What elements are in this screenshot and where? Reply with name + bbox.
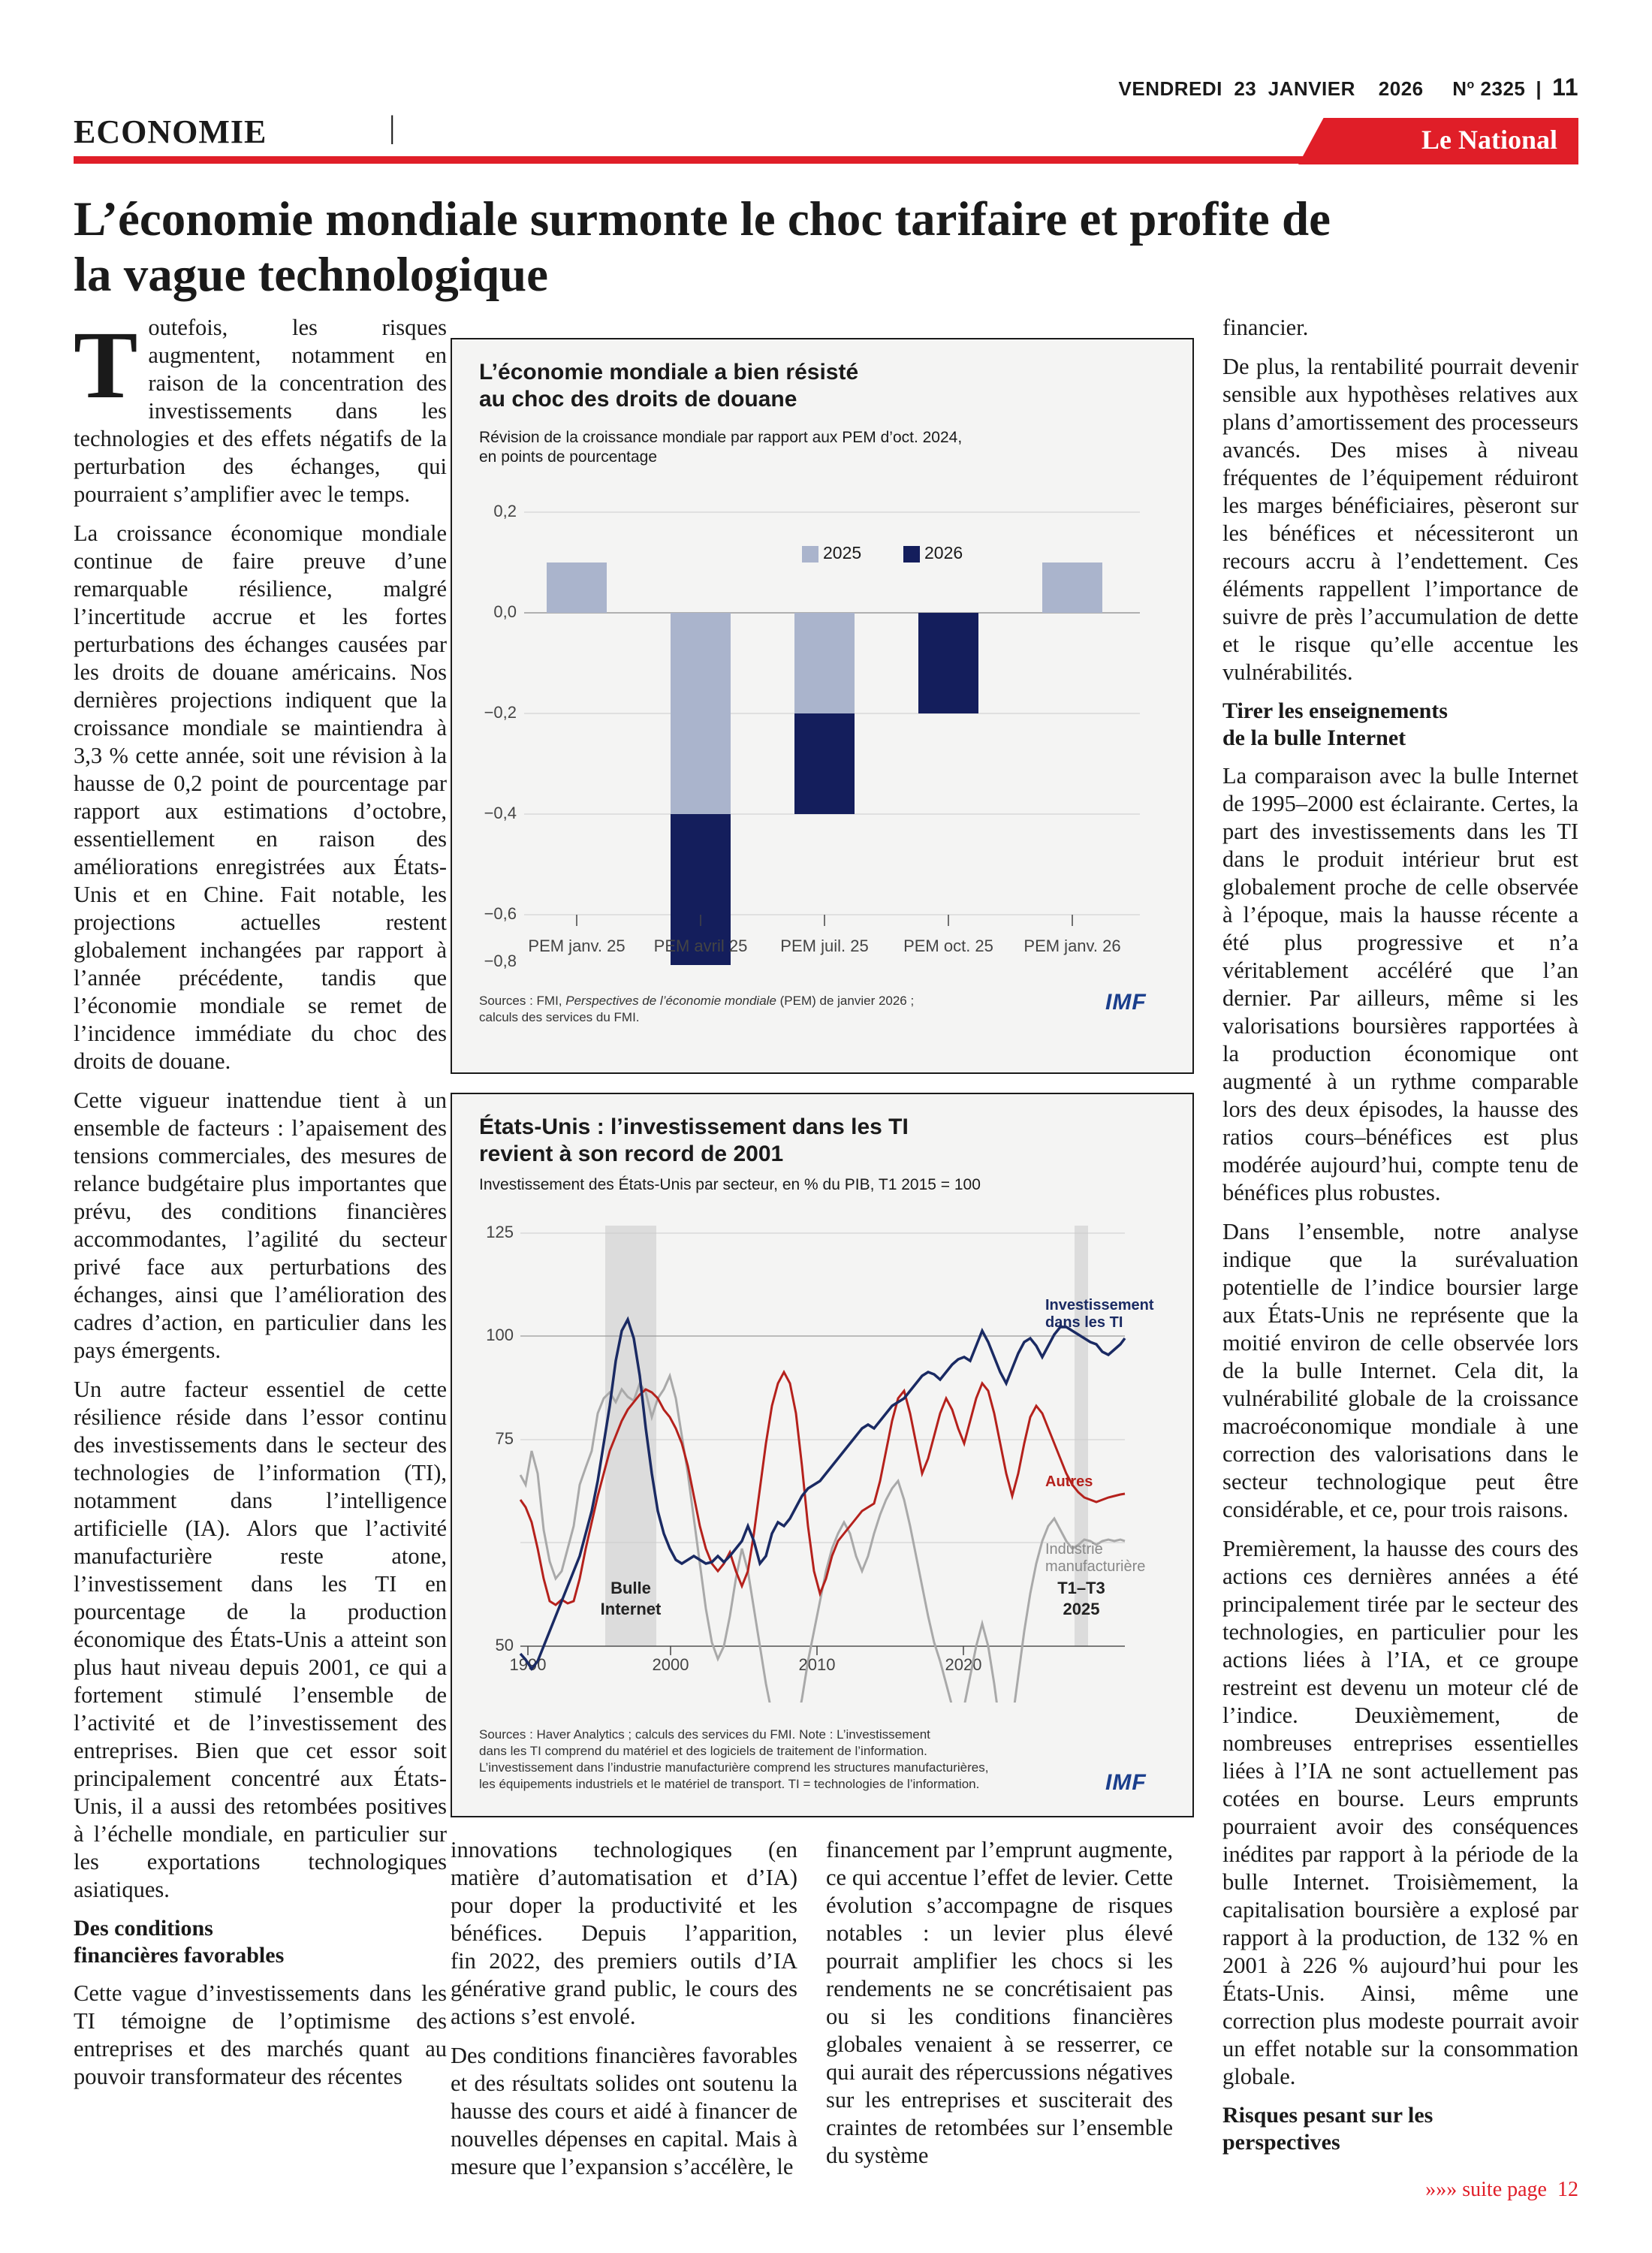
svg-text:PEM juil. 25: PEM juil. 25: [780, 936, 868, 955]
svg-text:−0,4: −0,4: [484, 804, 517, 822]
svg-text:50: 50: [496, 1636, 514, 1654]
svg-text:2010: 2010: [799, 1655, 836, 1674]
svg-text:−0,6: −0,6: [484, 904, 517, 923]
svg-text:100: 100: [486, 1326, 514, 1344]
svg-text:−0,8: −0,8: [484, 952, 517, 970]
svg-text:PEM oct. 25: PEM oct. 25: [903, 936, 993, 955]
svg-text:2000: 2000: [653, 1655, 689, 1674]
svg-text:2026: 2026: [924, 543, 963, 562]
svg-text:125: 125: [486, 1226, 514, 1241]
svg-text:PEM avril 25: PEM avril 25: [654, 936, 748, 955]
svg-text:75: 75: [496, 1429, 514, 1448]
svg-text:PEM janv. 25: PEM janv. 25: [528, 936, 625, 955]
svg-text:−0,2: −0,2: [484, 703, 517, 722]
svg-text:Bulle: Bulle: [610, 1579, 651, 1597]
svg-text:PEM janv. 26: PEM janv. 26: [1023, 936, 1120, 955]
svg-text:2025: 2025: [823, 543, 861, 562]
svg-text:2025: 2025: [1063, 1600, 1100, 1618]
svg-text:0,2: 0,2: [493, 502, 517, 520]
svg-text:Internet: Internet: [601, 1600, 662, 1618]
svg-text:T1–T3: T1–T3: [1057, 1579, 1105, 1597]
svg-text:2020: 2020: [945, 1655, 982, 1674]
svg-text:0,0: 0,0: [493, 602, 517, 621]
